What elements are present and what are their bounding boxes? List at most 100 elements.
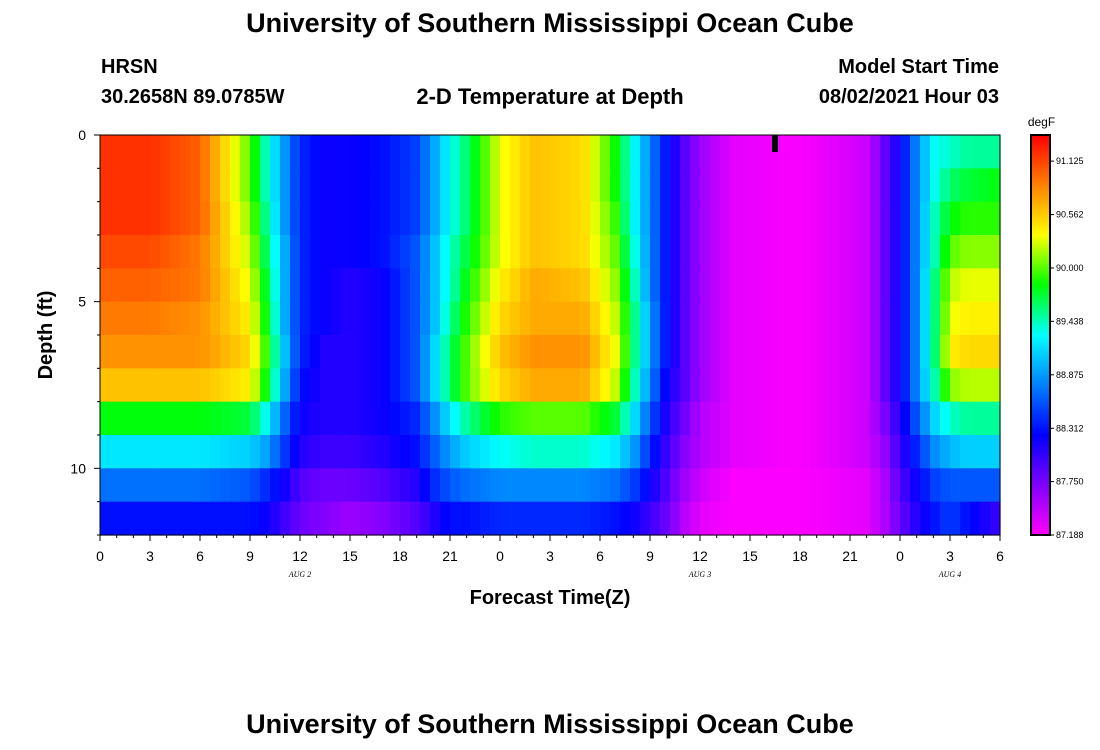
heatmap-cell (680, 235, 691, 269)
heatmap-cell (800, 468, 811, 503)
heatmap-cell (210, 335, 221, 369)
heatmap-cell (950, 468, 961, 503)
heatmap-cell (230, 235, 241, 269)
chart-axes: 0 3 6 9 12 15 18 21 0 3 6 9 12 15 18 21 0 3 6 AUG 2 AUG 3 AUG… (35, 127, 1004, 609)
heatmap-cell (670, 268, 681, 303)
heatmap-cell (700, 468, 711, 503)
heatmap-cell (710, 335, 721, 369)
heatmap-cell (870, 135, 881, 169)
heatmap-cell (440, 268, 451, 303)
heatmap-cell (930, 268, 941, 303)
heatmap-cell (850, 501, 861, 536)
heatmap-cell (390, 301, 401, 336)
heatmap-cell (180, 301, 191, 336)
heatmap-cell (770, 368, 781, 403)
heatmap-cell (330, 435, 341, 469)
heatmap-cell (890, 368, 901, 403)
heatmap-cell (370, 501, 381, 536)
heatmap-cell (350, 368, 361, 403)
heatmap-cell (660, 368, 671, 403)
heatmap-cell (500, 368, 511, 403)
heatmap-cell (840, 268, 851, 303)
heatmap-cell (680, 301, 691, 336)
heatmap-cell (400, 201, 411, 236)
heatmap-cell (460, 435, 471, 469)
heatmap-cell (630, 335, 641, 369)
heatmap-cell (570, 335, 581, 369)
heatmap-cell (420, 235, 431, 269)
heatmap-cell (600, 201, 611, 236)
heatmap-cell (490, 135, 501, 169)
y-tick-label: 0 (78, 127, 86, 143)
date-label: AUG 2 (288, 570, 311, 579)
heatmap-cell (330, 135, 341, 169)
heatmap-cell (570, 168, 581, 203)
heatmap-cell (930, 368, 941, 403)
heatmap-cell (390, 401, 401, 436)
heatmap-cell (980, 201, 991, 236)
heatmap-cell (110, 501, 121, 536)
heatmap-cell (550, 201, 561, 236)
heatmap-cell (280, 235, 291, 269)
heatmap-cell (290, 468, 301, 503)
heatmap-cell (510, 168, 521, 203)
heatmap-cell (730, 435, 741, 469)
heatmap-cell (850, 301, 861, 336)
heatmap-cell (110, 168, 121, 203)
heatmap-cell (370, 135, 381, 169)
heatmap-cell (260, 135, 271, 169)
heatmap-cell (920, 368, 931, 403)
heatmap-cell (460, 135, 471, 169)
heatmap-cell (680, 335, 691, 369)
heatmap-cell (510, 435, 521, 469)
heatmap-cell (940, 335, 951, 369)
heatmap-cell (780, 168, 791, 203)
x-tick-label: 15 (342, 548, 358, 564)
heatmap-cell (570, 135, 581, 169)
heatmap-cell (430, 201, 441, 236)
heatmap-cell (740, 135, 751, 169)
heatmap-cell (900, 135, 911, 169)
heatmap-cell (400, 368, 411, 403)
heatmap-cell (540, 335, 551, 369)
heatmap-cell (700, 135, 711, 169)
heatmap-cell (790, 435, 801, 469)
heatmap-cell (280, 435, 291, 469)
heatmap-cell (350, 268, 361, 303)
heatmap-cell (380, 335, 391, 369)
heatmap-cell (510, 335, 521, 369)
heatmap-cell (880, 335, 891, 369)
heatmap-cell (650, 401, 661, 436)
heatmap-cell (470, 235, 481, 269)
heatmap-cell (190, 335, 201, 369)
heatmap-cell (250, 468, 261, 503)
heatmap-cell (960, 235, 971, 269)
heatmap-cell (100, 468, 111, 503)
heatmap-cell (280, 135, 291, 169)
heatmap-cell (270, 235, 281, 269)
heatmap-cell (470, 135, 481, 169)
heatmap-cell (860, 268, 871, 303)
y-tick-label: 5 (78, 294, 86, 310)
heatmap-cell (890, 268, 901, 303)
heatmap-cell (410, 435, 421, 469)
heatmap-cell (750, 368, 761, 403)
heatmap-cell (960, 335, 971, 369)
heatmap-cell (220, 268, 231, 303)
heatmap-cell (120, 301, 131, 336)
heatmap-cell (150, 335, 161, 369)
heatmap-cell (320, 135, 331, 169)
heatmap-cell (300, 501, 311, 536)
heatmap-cell (760, 368, 771, 403)
heatmap-cell (140, 235, 151, 269)
heatmap-cell (640, 135, 651, 169)
heatmap-cell (760, 268, 771, 303)
heatmap-cell (770, 468, 781, 503)
heatmap-cell (800, 401, 811, 436)
heatmap-cell (320, 235, 331, 269)
heatmap-cell (150, 435, 161, 469)
heatmap-cell (910, 268, 921, 303)
heatmap-cell (550, 335, 561, 369)
heatmap-cell (580, 368, 591, 403)
heatmap-cell (780, 368, 791, 403)
